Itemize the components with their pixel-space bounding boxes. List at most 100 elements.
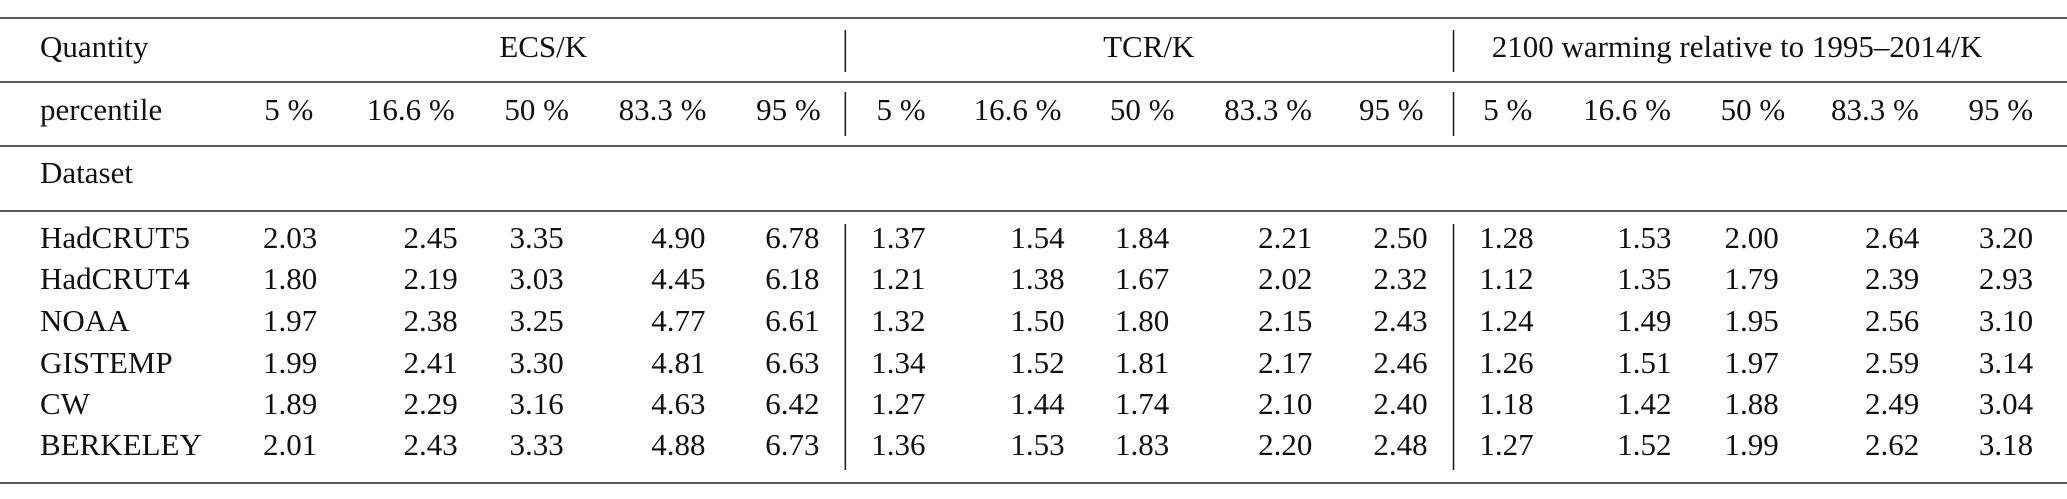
quantity-header: Quantity [40, 29, 149, 64]
cell-value: 2.45 [404, 220, 458, 255]
cell-value: 6.78 [765, 220, 819, 255]
percentile-header: 95 % [756, 92, 821, 127]
cell-value: 1.27 [871, 386, 925, 421]
cell-value: 2.21 [1258, 220, 1312, 255]
cell-value: 1.95 [1725, 303, 1779, 338]
cell-value: 1.54 [1010, 220, 1065, 255]
percentile-label: percentile [40, 92, 162, 127]
percentile-header: 16.6 % [367, 92, 455, 127]
percentile-header: 83.3 % [619, 92, 707, 127]
cell-value: 2.62 [1865, 427, 1919, 462]
cell-value: 4.63 [651, 386, 705, 421]
cell-value: 1.35 [1617, 261, 1671, 296]
cell-value: 1.50 [1010, 303, 1064, 338]
cell-value: 2.40 [1373, 386, 1427, 421]
cell-value: 2.93 [1979, 261, 2033, 296]
cell-value: 1.38 [1010, 261, 1064, 296]
cell-value: 2.20 [1258, 427, 1312, 462]
percentile-header: 5 % [1483, 92, 1532, 127]
cell-value: 3.18 [1979, 427, 2033, 462]
cell-value: 1.84 [1115, 220, 1170, 255]
group-header: 2100 warming relative to 1995–2014/K [1492, 29, 1983, 64]
cell-value: 2.19 [404, 261, 458, 296]
cell-value: 2.10 [1258, 386, 1312, 421]
cell-value: 1.74 [1115, 386, 1170, 421]
cell-value: 6.63 [765, 345, 819, 380]
cell-value: 4.77 [651, 303, 705, 338]
cell-value: 1.26 [1479, 345, 1533, 380]
cell-value: 2.56 [1865, 303, 1919, 338]
cell-value: 2.02 [1258, 261, 1312, 296]
cell-value: 4.81 [651, 345, 705, 380]
percentile-header: 5 % [264, 92, 313, 127]
cell-value: 6.61 [765, 303, 819, 338]
cell-value: 4.45 [651, 261, 705, 296]
cell-value: 2.64 [1865, 220, 1920, 255]
cell-value: 3.20 [1979, 220, 2033, 255]
cell-value: 3.33 [510, 427, 564, 462]
cell-value: 1.44 [1010, 386, 1065, 421]
cell-value: 2.39 [1865, 261, 1919, 296]
cell-value: 1.97 [263, 303, 317, 338]
dataset-name: BERKELEY [40, 427, 202, 462]
cell-value: 4.90 [651, 220, 705, 255]
percentile-header: 5 % [876, 92, 925, 127]
cell-value: 2.03 [263, 220, 317, 255]
cell-value: 3.16 [510, 386, 564, 421]
percentile-header: 50 % [1721, 92, 1786, 127]
percentile-header: 16.6 % [1583, 92, 1671, 127]
cell-value: 1.83 [1115, 427, 1169, 462]
cell-value: 2.15 [1258, 303, 1312, 338]
cell-value: 2.59 [1865, 345, 1919, 380]
cell-value: 1.99 [263, 345, 317, 380]
cell-value: 3.10 [1979, 303, 2033, 338]
group-header: TCR/K [1103, 29, 1195, 64]
dataset-name: HadCRUT4 [40, 261, 190, 296]
cell-value: 1.32 [871, 303, 925, 338]
cell-value: 1.89 [263, 386, 317, 421]
cell-value: 3.04 [1979, 386, 2034, 421]
percentile-header: 50 % [504, 92, 569, 127]
cell-value: 2.38 [404, 303, 458, 338]
dataset-name: HadCRUT5 [40, 220, 190, 255]
cell-value: 2.50 [1373, 220, 1427, 255]
cell-value: 2.48 [1373, 427, 1427, 462]
cell-value: 2.32 [1373, 261, 1427, 296]
cell-value: 2.49 [1865, 386, 1919, 421]
percentile-header: 95 % [1359, 92, 1424, 127]
cell-value: 3.14 [1979, 345, 2034, 380]
cell-value: 1.34 [871, 345, 926, 380]
cell-value: 1.24 [1479, 303, 1534, 338]
cell-value: 6.42 [765, 386, 819, 421]
section-label: Dataset [40, 155, 133, 190]
cell-value: 6.73 [765, 427, 819, 462]
cell-value: 1.28 [1479, 220, 1533, 255]
cell-value: 1.27 [1479, 427, 1533, 462]
cell-value: 2.43 [404, 427, 458, 462]
dataset-name: GISTEMP [40, 345, 173, 380]
cell-value: 3.35 [510, 220, 564, 255]
cell-value: 1.79 [1725, 261, 1779, 296]
cell-value: 1.51 [1617, 345, 1671, 380]
cell-value: 1.99 [1725, 427, 1779, 462]
cell-value: 1.88 [1725, 386, 1779, 421]
percentile-header: 50 % [1110, 92, 1175, 127]
cell-value: 3.25 [510, 303, 564, 338]
percentile-header: 16.6 % [974, 92, 1062, 127]
cell-value: 1.97 [1725, 345, 1779, 380]
cell-value: 2.29 [404, 386, 458, 421]
cell-value: 3.03 [510, 261, 564, 296]
dataset-name: CW [40, 386, 91, 421]
cell-value: 2.00 [1725, 220, 1779, 255]
cell-value: 2.41 [404, 345, 458, 380]
cell-value: 1.80 [1115, 303, 1169, 338]
cell-value: 1.80 [263, 261, 317, 296]
cell-value: 1.67 [1115, 261, 1169, 296]
percentile-header: 95 % [1968, 92, 2033, 127]
cell-value: 1.52 [1617, 427, 1671, 462]
cell-value: 1.37 [871, 220, 925, 255]
cell-value: 2.17 [1258, 345, 1312, 380]
percentile-header: 83.3 % [1224, 92, 1312, 127]
cell-value: 1.12 [1479, 261, 1533, 296]
